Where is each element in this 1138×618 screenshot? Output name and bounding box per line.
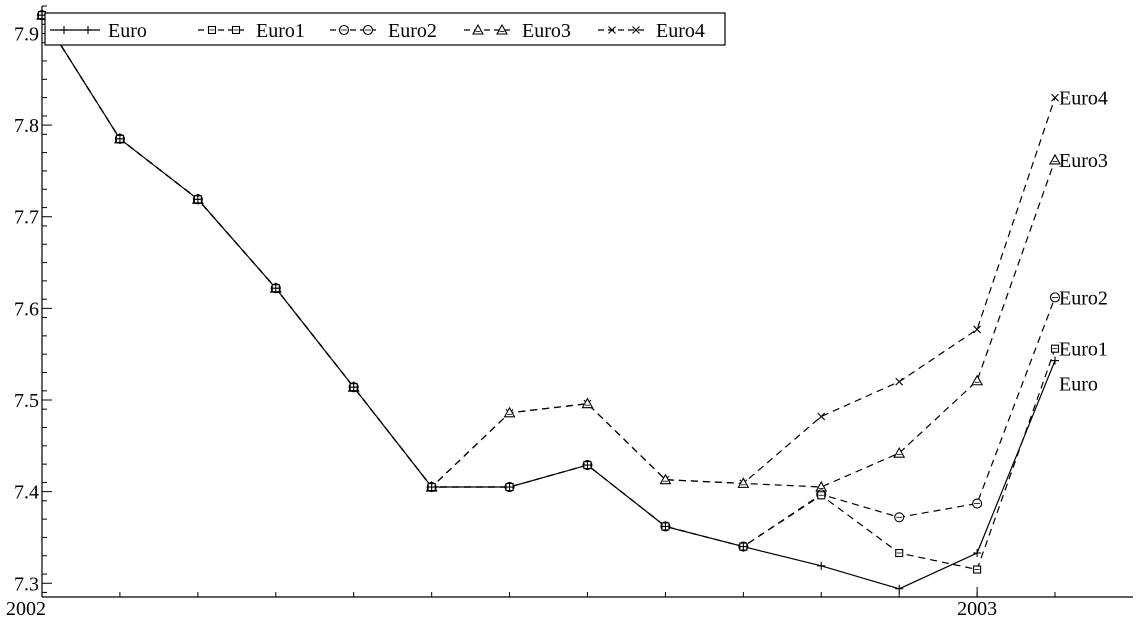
legend-label: Euro3 (522, 20, 571, 42)
y-tick-label: 7.7 (14, 207, 39, 229)
data-point-euro (349, 383, 358, 392)
data-point-euro (427, 483, 436, 492)
data-point-euro (193, 195, 202, 204)
data-point-euro (583, 461, 592, 470)
series-line-euro2 (41, 14, 1056, 548)
data-point-euro2 (1049, 292, 1061, 303)
data-point-euro (739, 542, 748, 551)
data-point-euro3 (737, 477, 750, 488)
data-point-euro4 (1051, 93, 1059, 102)
x-tick-label: 2002 (6, 598, 46, 618)
data-point-euro1 (1050, 344, 1060, 353)
y-tick-label: 7.3 (14, 573, 39, 595)
legend-marker (207, 25, 217, 35)
data-point-euro (973, 549, 982, 558)
data-point-euro (271, 284, 280, 293)
data-point-euro4 (817, 412, 826, 421)
legend-box (44, 12, 726, 46)
legend-item-euro4: Euro4 (598, 20, 705, 42)
legend-marker (472, 23, 484, 35)
y-tick-label: 7.6 (14, 298, 39, 320)
data-point-euro (895, 584, 904, 593)
data-point-euro (505, 483, 514, 492)
y-tick-label: 7.8 (14, 115, 39, 137)
legend-label: Euro2 (388, 20, 437, 42)
data-point-euro (115, 134, 124, 143)
series-layer (36, 9, 1061, 593)
data-point-euro (817, 561, 826, 570)
legend-marker (338, 24, 350, 36)
series-line-euro1 (41, 14, 1056, 571)
legend-marker (84, 26, 92, 34)
data-point-euro3 (893, 447, 906, 458)
data-point-euro2 (894, 512, 905, 523)
legend-marker (496, 23, 508, 35)
legend-item-euro2: Euro2 (330, 20, 437, 42)
end-label-euro2: Euro2 (1059, 287, 1108, 309)
end-labels: Euro Euro1 Euro2 Euro3 Euro4 (1059, 88, 1108, 396)
legend-label: Euro4 (656, 20, 705, 42)
legend-marker (608, 26, 616, 34)
end-label-euro: Euro (1059, 374, 1098, 396)
y-tick-label: 7.4 (14, 482, 39, 504)
data-point-euro3 (581, 397, 594, 409)
x-tick-label: 2003 (957, 598, 997, 618)
data-point-euro (661, 522, 670, 531)
series-line-euro (41, 14, 1056, 590)
legend: Euro Euro1 Euro2 Euro3 Euro4 (44, 12, 726, 46)
end-label-euro1: Euro1 (1059, 339, 1108, 361)
data-point-euro3 (971, 374, 984, 386)
data-point-euro4 (895, 377, 904, 386)
legend-label: Euro (108, 20, 147, 42)
legend-marker (362, 24, 374, 36)
legend-item-euro: Euro (50, 20, 147, 42)
legend-item-euro1: Euro1 (198, 20, 305, 42)
data-point-euro2 (972, 498, 983, 509)
axes-layer: 7.3 7.4 7.5 7.6 7.7 7.8 7.9 2002 2003 (6, 5, 1133, 618)
series-line-euro4 (41, 14, 1056, 488)
data-point-euro3 (503, 406, 516, 418)
data-point-euro1 (895, 548, 904, 558)
legend-marker (60, 26, 68, 34)
legend-label: Euro1 (256, 20, 305, 42)
data-point-euro4 (973, 325, 982, 334)
data-point-euro (1051, 356, 1060, 365)
end-label-euro3: Euro3 (1059, 150, 1108, 172)
data-point-euro3 (659, 473, 672, 485)
data-point-euro1 (973, 565, 982, 574)
end-label-euro4: Euro4 (1059, 88, 1108, 110)
legend-item-euro3: Euro3 (464, 20, 571, 42)
series-line-euro3 (41, 14, 1056, 488)
y-tick-label: 7.5 (14, 390, 39, 412)
data-point-euro3 (1049, 153, 1061, 165)
legend-marker (231, 25, 241, 35)
y-tick-label: 7.9 (14, 23, 39, 45)
legend-marker (632, 26, 640, 34)
data-point-euro1 (817, 491, 826, 500)
